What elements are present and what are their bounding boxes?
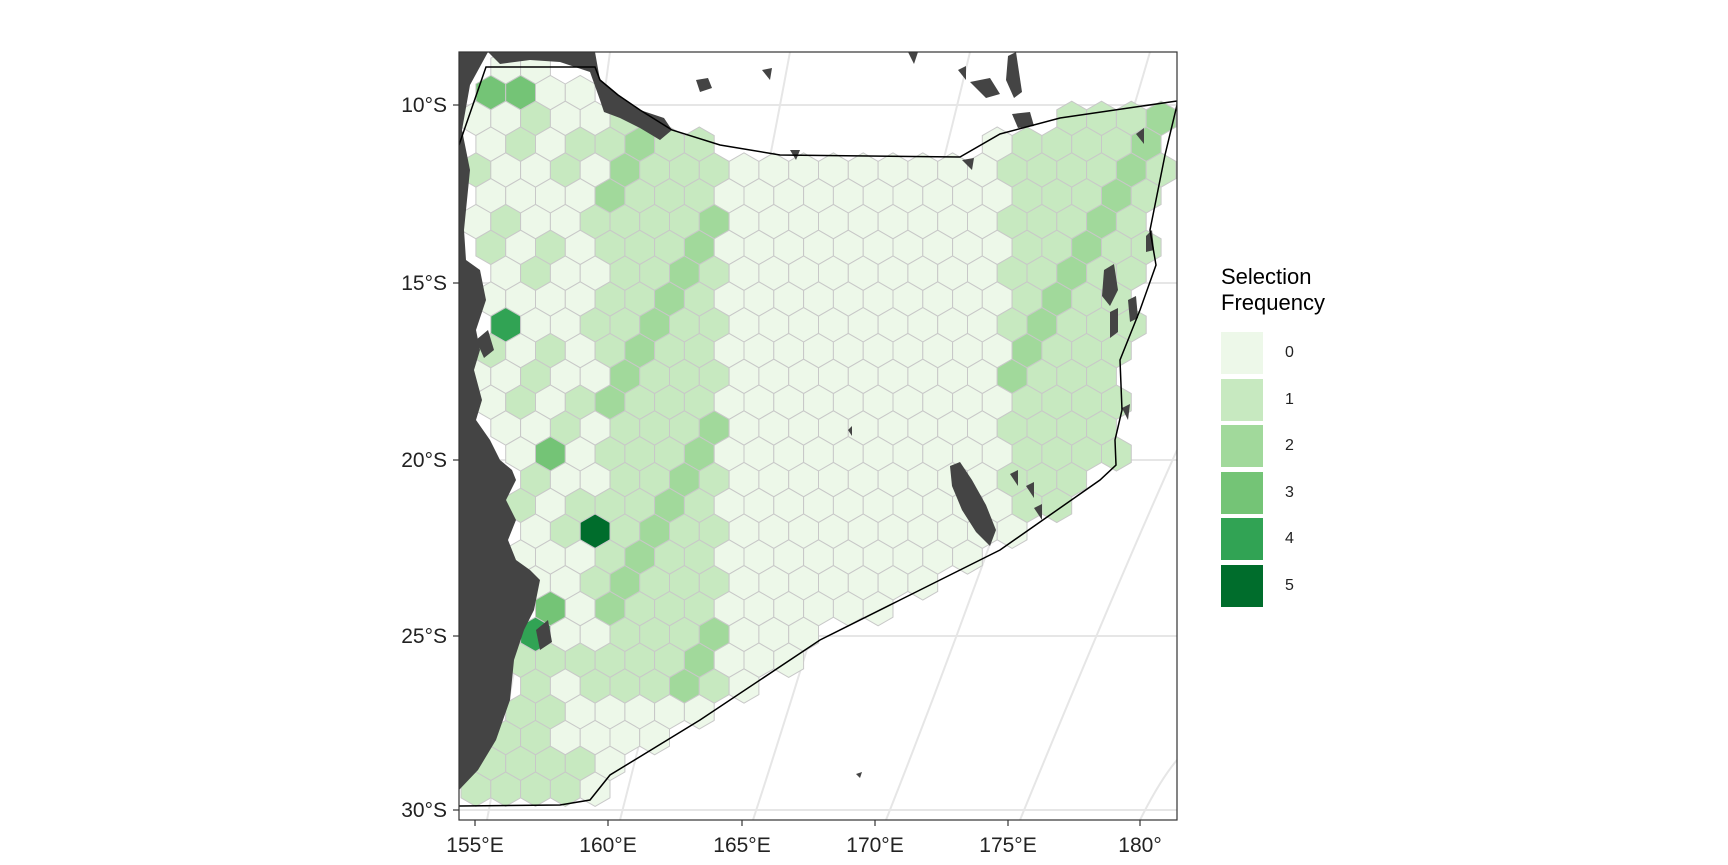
map-panel-border — [458, 51, 1178, 821]
legend-item: 2 — [1221, 423, 1401, 470]
x-tick-label: 175°E — [979, 834, 1036, 857]
land-island-small-9 — [1012, 112, 1034, 128]
y-tick-label: 10°S — [401, 94, 447, 117]
legend-swatch — [1221, 378, 1263, 421]
hex-cell — [952, 539, 983, 575]
hex-cell — [639, 719, 670, 756]
land-island-reef-1 — [848, 426, 852, 436]
hex-cell — [728, 668, 760, 704]
y-axis — [453, 104, 459, 811]
x-tick-label: 160°E — [579, 834, 636, 857]
land-island-vanuatu-1 — [1102, 264, 1118, 306]
legend: Selection Frequency 0 1 2 3 4 5 — [1221, 264, 1401, 609]
legend-title-line-1: Selection — [1221, 264, 1312, 289]
land-island-loyalty-2 — [1026, 482, 1034, 498]
land-island-vanuatu-6 — [1122, 404, 1130, 420]
hex-cell — [907, 565, 939, 601]
x-tick-label: 155°E — [446, 834, 503, 857]
legend-swatch — [1221, 425, 1263, 468]
legend-label: 0 — [1285, 344, 1294, 362]
y-tick-label: 15°S — [401, 272, 447, 295]
legend-label: 2 — [1285, 437, 1294, 455]
hex-cell — [996, 513, 1028, 549]
x-axis — [474, 820, 1141, 826]
hex-cell — [683, 694, 715, 730]
legend-item: 4 — [1221, 516, 1401, 563]
land-island-vanuatu-2 — [1110, 308, 1118, 338]
legend-label: 5 — [1285, 576, 1294, 594]
legend-item: 1 — [1221, 377, 1401, 424]
land-new-caledonia — [950, 462, 996, 546]
legend-item: 3 — [1221, 470, 1401, 517]
land-island-small-6 — [958, 66, 966, 80]
land-island-small-11 — [962, 158, 974, 170]
land-island-vanuatu-3 — [1128, 296, 1138, 322]
x-tick-label: 180° — [1118, 834, 1161, 857]
land-island-small-7 — [970, 78, 1000, 98]
land-island-small-1 — [476, 330, 494, 358]
land-island-reef-2 — [856, 772, 862, 778]
y-tick-label: 30°S — [401, 799, 447, 822]
legend-label: 4 — [1285, 530, 1294, 548]
legend-swatch — [1221, 518, 1263, 561]
land-island-vanuatu-5 — [1146, 230, 1154, 252]
land-mainland-west — [459, 52, 540, 790]
land-island-loyalty-1 — [1010, 470, 1018, 486]
legend-swatch — [1221, 471, 1263, 514]
legend-label: 3 — [1285, 483, 1294, 501]
hex-cell — [862, 590, 894, 627]
legend-item: 5 — [1221, 563, 1401, 610]
land-island-small-5 — [908, 52, 918, 64]
x-tick-label: 170°E — [846, 834, 903, 857]
land-layer — [459, 52, 1154, 790]
legend-title: Selection Frequency — [1221, 264, 1401, 316]
legend-swatch — [1221, 332, 1263, 375]
land-island-small-8 — [1006, 52, 1022, 98]
legend-label: 1 — [1285, 390, 1294, 408]
legend-title-line-2: Frequency — [1221, 290, 1325, 315]
boundary — [459, 66, 1177, 807]
legend-item: 0 — [1221, 330, 1401, 377]
y-tick-label: 25°S — [401, 625, 447, 648]
hex-grid — [460, 52, 1177, 807]
land-island-vanuatu-4 — [1136, 128, 1144, 144]
land-northern-coast — [488, 52, 672, 140]
hex-cell — [579, 771, 611, 807]
legend-swatch — [1221, 564, 1263, 607]
land-island-small-2 — [536, 620, 552, 650]
x-tick-label: 165°E — [713, 834, 770, 857]
y-tick-label: 20°S — [401, 449, 447, 472]
land-island-loyalty-3 — [1034, 504, 1042, 520]
land-island-small-4 — [762, 68, 772, 80]
land-island-small-3 — [696, 78, 712, 92]
